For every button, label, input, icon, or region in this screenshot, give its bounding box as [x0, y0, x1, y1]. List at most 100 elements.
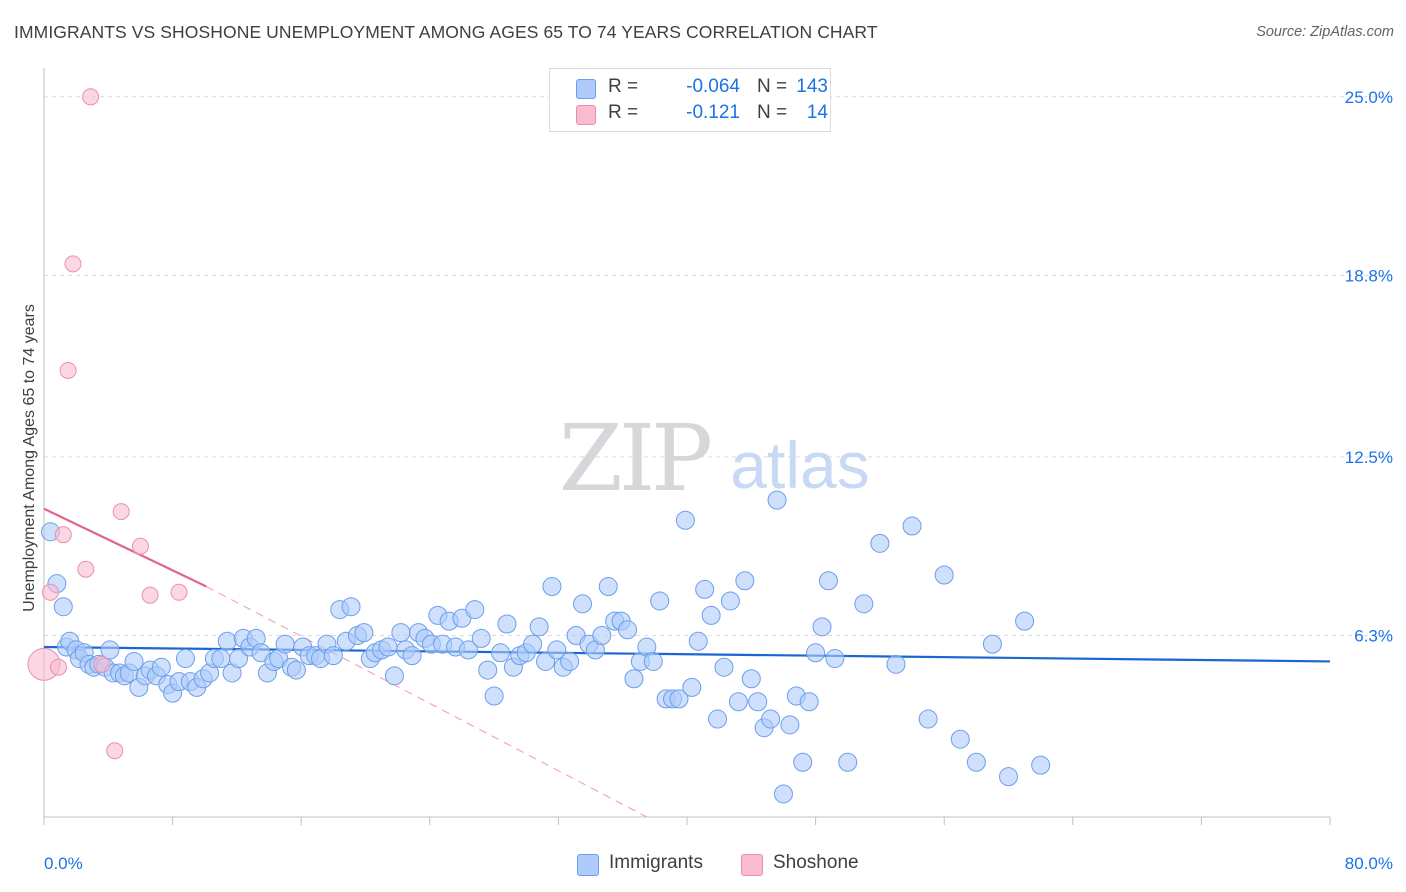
chart-title: IMMIGRANTS VS SHOSHONE UNEMPLOYMENT AMON… [14, 22, 878, 42]
immigrants-point [471, 628, 491, 648]
immigrants-point [275, 634, 295, 654]
immigrants-point [124, 651, 144, 671]
immigrants-point [560, 651, 580, 671]
immigrants-point [643, 651, 663, 671]
shoshone-trendline [43, 507, 207, 588]
legend-n-label: N = [757, 76, 788, 97]
immigrants-point [217, 631, 237, 651]
shoshone-point [131, 537, 149, 555]
immigrants-point [741, 669, 761, 689]
immigrants-point [780, 715, 800, 735]
bottom-legend-swatch-shoshone [741, 854, 763, 876]
immigrants-point [286, 660, 306, 680]
immigrants-point [934, 565, 954, 585]
immigrants-point [484, 686, 504, 706]
immigrants-point [720, 591, 740, 611]
legend-swatch-shoshone [576, 105, 596, 125]
immigrants-point [378, 637, 398, 657]
legend-n-value: 14 [806, 102, 828, 123]
immigrants-point [761, 709, 781, 729]
immigrants-point [708, 709, 728, 729]
shoshone-point [82, 88, 100, 106]
immigrants-point [175, 649, 195, 669]
legend-r-value: -0.121 [686, 102, 740, 123]
immigrants-point [728, 692, 748, 712]
immigrants-point [735, 571, 755, 591]
immigrants-point [825, 649, 845, 669]
immigrants-point [669, 689, 689, 709]
legend-r-label: R = [608, 102, 639, 123]
immigrants-point [151, 657, 171, 677]
immigrants-point [793, 752, 813, 772]
y-tick-label: 12.5% [1345, 448, 1393, 467]
immigrants-point [812, 617, 832, 637]
immigrants-point [886, 654, 906, 674]
immigrants-point [536, 651, 556, 671]
bottom-legend-swatch-immigrants [577, 854, 599, 876]
immigrants-point [854, 594, 874, 614]
legend-r-label: R = [608, 76, 639, 97]
immigrants-point [323, 646, 343, 666]
immigrants-point [966, 752, 986, 772]
shoshone-point [170, 583, 188, 601]
immigrants-point [650, 591, 670, 611]
immigrants-point [592, 626, 612, 646]
shoshone-point [49, 658, 67, 676]
immigrants-point [53, 597, 73, 617]
immigrants-point [497, 614, 517, 634]
shoshone-point [77, 560, 95, 578]
immigrants-point [838, 752, 858, 772]
watermark-atlas: atlas [730, 428, 869, 502]
watermark: ZIP atlas [559, 405, 870, 512]
immigrants-points [40, 490, 1051, 804]
axes [43, 68, 1331, 825]
shoshone-point [106, 742, 124, 760]
immigrants-point [229, 649, 249, 669]
source-label: Source: ZipAtlas.com [1256, 24, 1394, 40]
legend-r-value: -0.064 [686, 76, 740, 97]
immigrants-point [818, 571, 838, 591]
bottom-legend-label-immigrants: Immigrants [609, 852, 703, 873]
immigrants-point [458, 640, 478, 660]
immigrants-point [465, 600, 485, 620]
immigrants-point [773, 784, 793, 804]
immigrants-point [799, 692, 819, 712]
legend-swatch-immigrants [576, 79, 596, 99]
immigrants-point [902, 516, 922, 536]
legend: R = -0.064 N = 143 R = -0.121 N = 14 [549, 68, 831, 132]
y-tick-label: 6.3% [1354, 627, 1393, 646]
immigrants-point [688, 631, 708, 651]
immigrants-point [982, 634, 1002, 654]
shoshone-points [27, 88, 188, 760]
immigrants-point [384, 666, 404, 686]
shoshone-point [112, 503, 130, 521]
shoshone-trendline-extension [206, 586, 648, 818]
immigrants-point [547, 640, 567, 660]
immigrants-point [870, 533, 890, 553]
immigrants-point [529, 617, 549, 637]
immigrants-point [491, 643, 511, 663]
immigrants-point [675, 510, 695, 530]
immigrants-point [1031, 755, 1051, 775]
immigrants-point [573, 594, 593, 614]
immigrants-point [354, 623, 374, 643]
immigrants-point [598, 577, 618, 597]
shoshone-point [54, 526, 72, 544]
bottom-legend-label-shoshone: Shoshone [773, 852, 859, 873]
legend-n-label: N = [757, 102, 788, 123]
x-tick-label: 0.0% [44, 854, 83, 873]
immigrants-point [682, 677, 702, 697]
immigrants-point [701, 605, 721, 625]
shoshone-point [93, 655, 111, 673]
immigrants-point [1015, 611, 1035, 631]
immigrants-point [748, 692, 768, 712]
immigrants-point [402, 646, 422, 666]
immigrants-point [950, 729, 970, 749]
immigrants-point [767, 490, 787, 510]
shoshone-point [141, 586, 159, 604]
legend-n-value: 143 [796, 76, 828, 97]
immigrants-point [391, 623, 411, 643]
y-tick-label: 18.8% [1345, 266, 1393, 285]
shoshone-point [59, 361, 77, 379]
immigrants-point [624, 669, 644, 689]
